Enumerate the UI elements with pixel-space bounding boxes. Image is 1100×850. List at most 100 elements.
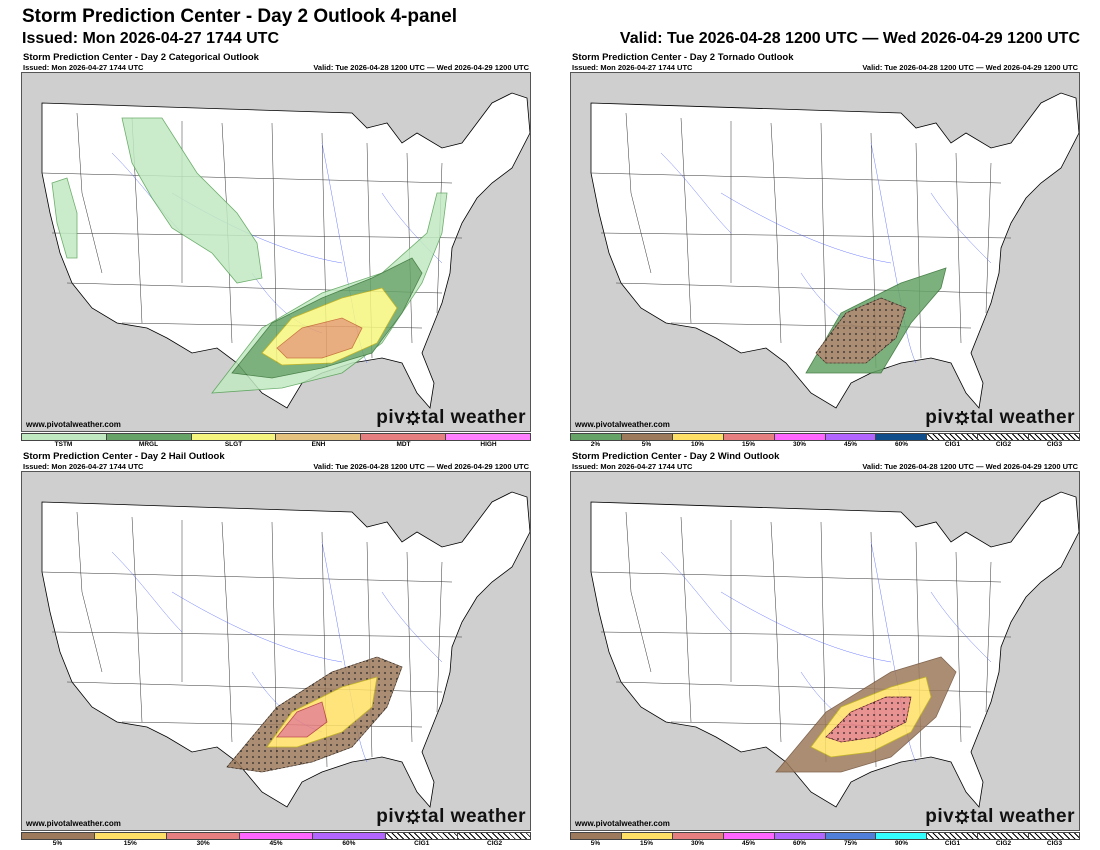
legend-label: CIG3 bbox=[1046, 840, 1063, 847]
legend-swatch bbox=[621, 434, 673, 440]
valid-time: Valid: Tue 2026-04-28 1200 UTC — Wed 202… bbox=[619, 30, 1080, 47]
legend-label: 5% bbox=[641, 441, 652, 448]
legend-label: CIG1 bbox=[414, 840, 430, 847]
legend-label: ENH bbox=[311, 441, 326, 448]
legend-labels: 5% 15% 30% 45% 60% 75% 90% CIG1 CIG2 CIG3 bbox=[570, 840, 1080, 847]
panel-valid: Valid: Tue 2026-04-28 1200 UTC — Wed 202… bbox=[313, 462, 529, 471]
brand-text-left: piv bbox=[925, 806, 955, 827]
legend-label: CIG2 bbox=[995, 441, 1012, 448]
hail-30pct-area bbox=[276, 701, 328, 738]
legend-swatch bbox=[276, 434, 362, 440]
legend-label: 60% bbox=[894, 441, 908, 448]
brand-text-left: piv bbox=[925, 407, 955, 428]
legend-label: 2% bbox=[590, 441, 601, 448]
legend-swatch bbox=[1029, 434, 1080, 440]
panel-valid: Valid: Tue 2026-04-28 1200 UTC — Wed 202… bbox=[313, 63, 529, 72]
legend-swatch bbox=[723, 434, 775, 440]
hail-map: www.pivotalweather.com piv tal weather bbox=[21, 471, 531, 831]
legend-label: MRGL bbox=[138, 441, 159, 448]
legend-label: 15% bbox=[639, 840, 653, 847]
legend-swatch bbox=[927, 434, 979, 440]
legend-label: 30% bbox=[792, 441, 806, 448]
issued-time: Issued: Mon 2026-04-27 1744 UTC bbox=[22, 30, 279, 47]
legend-swatches bbox=[21, 433, 531, 441]
legend-labels: 5% 15% 30% 45% 60% CIG1 CIG2 bbox=[21, 840, 531, 847]
legend-label: 5% bbox=[590, 840, 601, 847]
legend-label: CIG2 bbox=[487, 840, 503, 847]
legend-swatch bbox=[774, 434, 826, 440]
legend-swatch bbox=[240, 833, 313, 839]
legend-labels: 2% 5% 10% 15% 30% 45% 60% CIG1 CIG2 CIG3 bbox=[570, 441, 1080, 448]
legend-label: 45% bbox=[741, 840, 755, 847]
legend-label: 15% bbox=[123, 840, 137, 847]
enh-area bbox=[276, 317, 363, 359]
categorical-map: www.pivotalweather.com piv tal weather bbox=[21, 72, 531, 432]
legend-swatch bbox=[191, 434, 277, 440]
legend-label: TSTM bbox=[54, 441, 73, 448]
legend-swatch bbox=[774, 833, 826, 839]
legend-swatch bbox=[978, 434, 1030, 440]
brand-text-right: tal weather bbox=[421, 806, 526, 827]
legend-swatches bbox=[570, 433, 1080, 441]
legend-swatch bbox=[571, 434, 622, 440]
gear-icon bbox=[955, 411, 970, 425]
wind-outlook-panel: Storm Prediction Center - Day 2 Wind Out… bbox=[570, 451, 1080, 849]
legend-label: 30% bbox=[196, 840, 210, 847]
legend-swatch bbox=[825, 833, 877, 839]
hail-outlook-panel: Storm Prediction Center - Day 2 Hail Out… bbox=[21, 451, 531, 849]
brand-text-right: tal weather bbox=[970, 806, 1075, 827]
tstm-west bbox=[51, 177, 78, 259]
panel-valid: Valid: Tue 2026-04-28 1200 UTC — Wed 202… bbox=[862, 462, 1078, 471]
panel-issued: Issued: Mon 2026-04-27 1744 UTC bbox=[572, 63, 693, 72]
legend-swatch bbox=[361, 434, 447, 440]
brand-text-left: piv bbox=[376, 407, 406, 428]
legend-swatch bbox=[978, 833, 1030, 839]
gear-icon bbox=[955, 810, 970, 824]
brand-text-left: piv bbox=[376, 806, 406, 827]
legend-label: MDT bbox=[396, 441, 411, 448]
tornado-map: www.pivotalweather.com piv tal weather bbox=[570, 72, 1080, 432]
legend-swatch bbox=[571, 833, 622, 839]
legend-swatch bbox=[723, 833, 775, 839]
legend-swatch bbox=[621, 833, 673, 839]
legend-label: CIG2 bbox=[995, 840, 1012, 847]
wind-legend: 5% 15% 30% 45% 60% 75% 90% CIG1 CIG2 CIG3 bbox=[570, 832, 1080, 848]
tstm-area bbox=[121, 117, 263, 284]
brand-text-right: tal weather bbox=[970, 407, 1075, 428]
legend-label: 45% bbox=[269, 840, 283, 847]
legend-label: CIG1 bbox=[944, 840, 961, 847]
wind-map: www.pivotalweather.com piv tal weather bbox=[570, 471, 1080, 831]
hail-legend: 5% 15% 30% 45% 60% CIG1 CIG2 bbox=[21, 832, 531, 848]
legend-swatch bbox=[458, 833, 531, 839]
wind-cig1-area bbox=[825, 696, 912, 743]
legend-label: CIG1 bbox=[944, 441, 961, 448]
legend-label: 5% bbox=[52, 840, 63, 847]
panel-issued: Issued: Mon 2026-04-27 1744 UTC bbox=[23, 63, 144, 72]
legend-label: 15% bbox=[741, 441, 755, 448]
legend-label: 45% bbox=[843, 441, 857, 448]
legend-swatch bbox=[927, 833, 979, 839]
legend-swatch bbox=[167, 833, 241, 839]
legend-labels: TSTM MRGL SLGT ENH MDT HIGH bbox=[21, 441, 531, 448]
tornado-legend: 2% 5% 10% 15% 30% 45% 60% CIG1 CIG2 CIG3 bbox=[570, 433, 1080, 449]
legend-swatch bbox=[876, 434, 928, 440]
categorical-legend: TSTM MRGL SLGT ENH MDT HIGH bbox=[21, 433, 531, 449]
legend-swatch bbox=[825, 434, 877, 440]
site-url: www.pivotalweather.com bbox=[26, 420, 121, 429]
panel-valid: Valid: Tue 2026-04-28 1200 UTC — Wed 202… bbox=[862, 63, 1078, 72]
legend-swatch bbox=[876, 833, 928, 839]
legend-swatches bbox=[21, 832, 531, 840]
legend-swatch bbox=[312, 833, 386, 839]
panel-issued: Issued: Mon 2026-04-27 1744 UTC bbox=[23, 462, 144, 471]
legend-swatch bbox=[385, 833, 459, 839]
site-url: www.pivotalweather.com bbox=[575, 819, 670, 828]
panel-title: Storm Prediction Center - Day 2 Hail Out… bbox=[23, 451, 225, 462]
site-url: www.pivotalweather.com bbox=[26, 819, 121, 828]
site-url: www.pivotalweather.com bbox=[575, 420, 670, 429]
categorical-outlook-panel: Storm Prediction Center - Day 2 Categori… bbox=[21, 52, 531, 450]
legend-swatch bbox=[672, 833, 724, 839]
tornado-outlook-panel: Storm Prediction Center - Day 2 Tornado … bbox=[570, 52, 1080, 450]
pivotal-weather-logo: piv tal weather bbox=[376, 806, 526, 828]
pivotal-weather-logo: piv tal weather bbox=[376, 407, 526, 429]
legend-swatches bbox=[570, 832, 1080, 840]
